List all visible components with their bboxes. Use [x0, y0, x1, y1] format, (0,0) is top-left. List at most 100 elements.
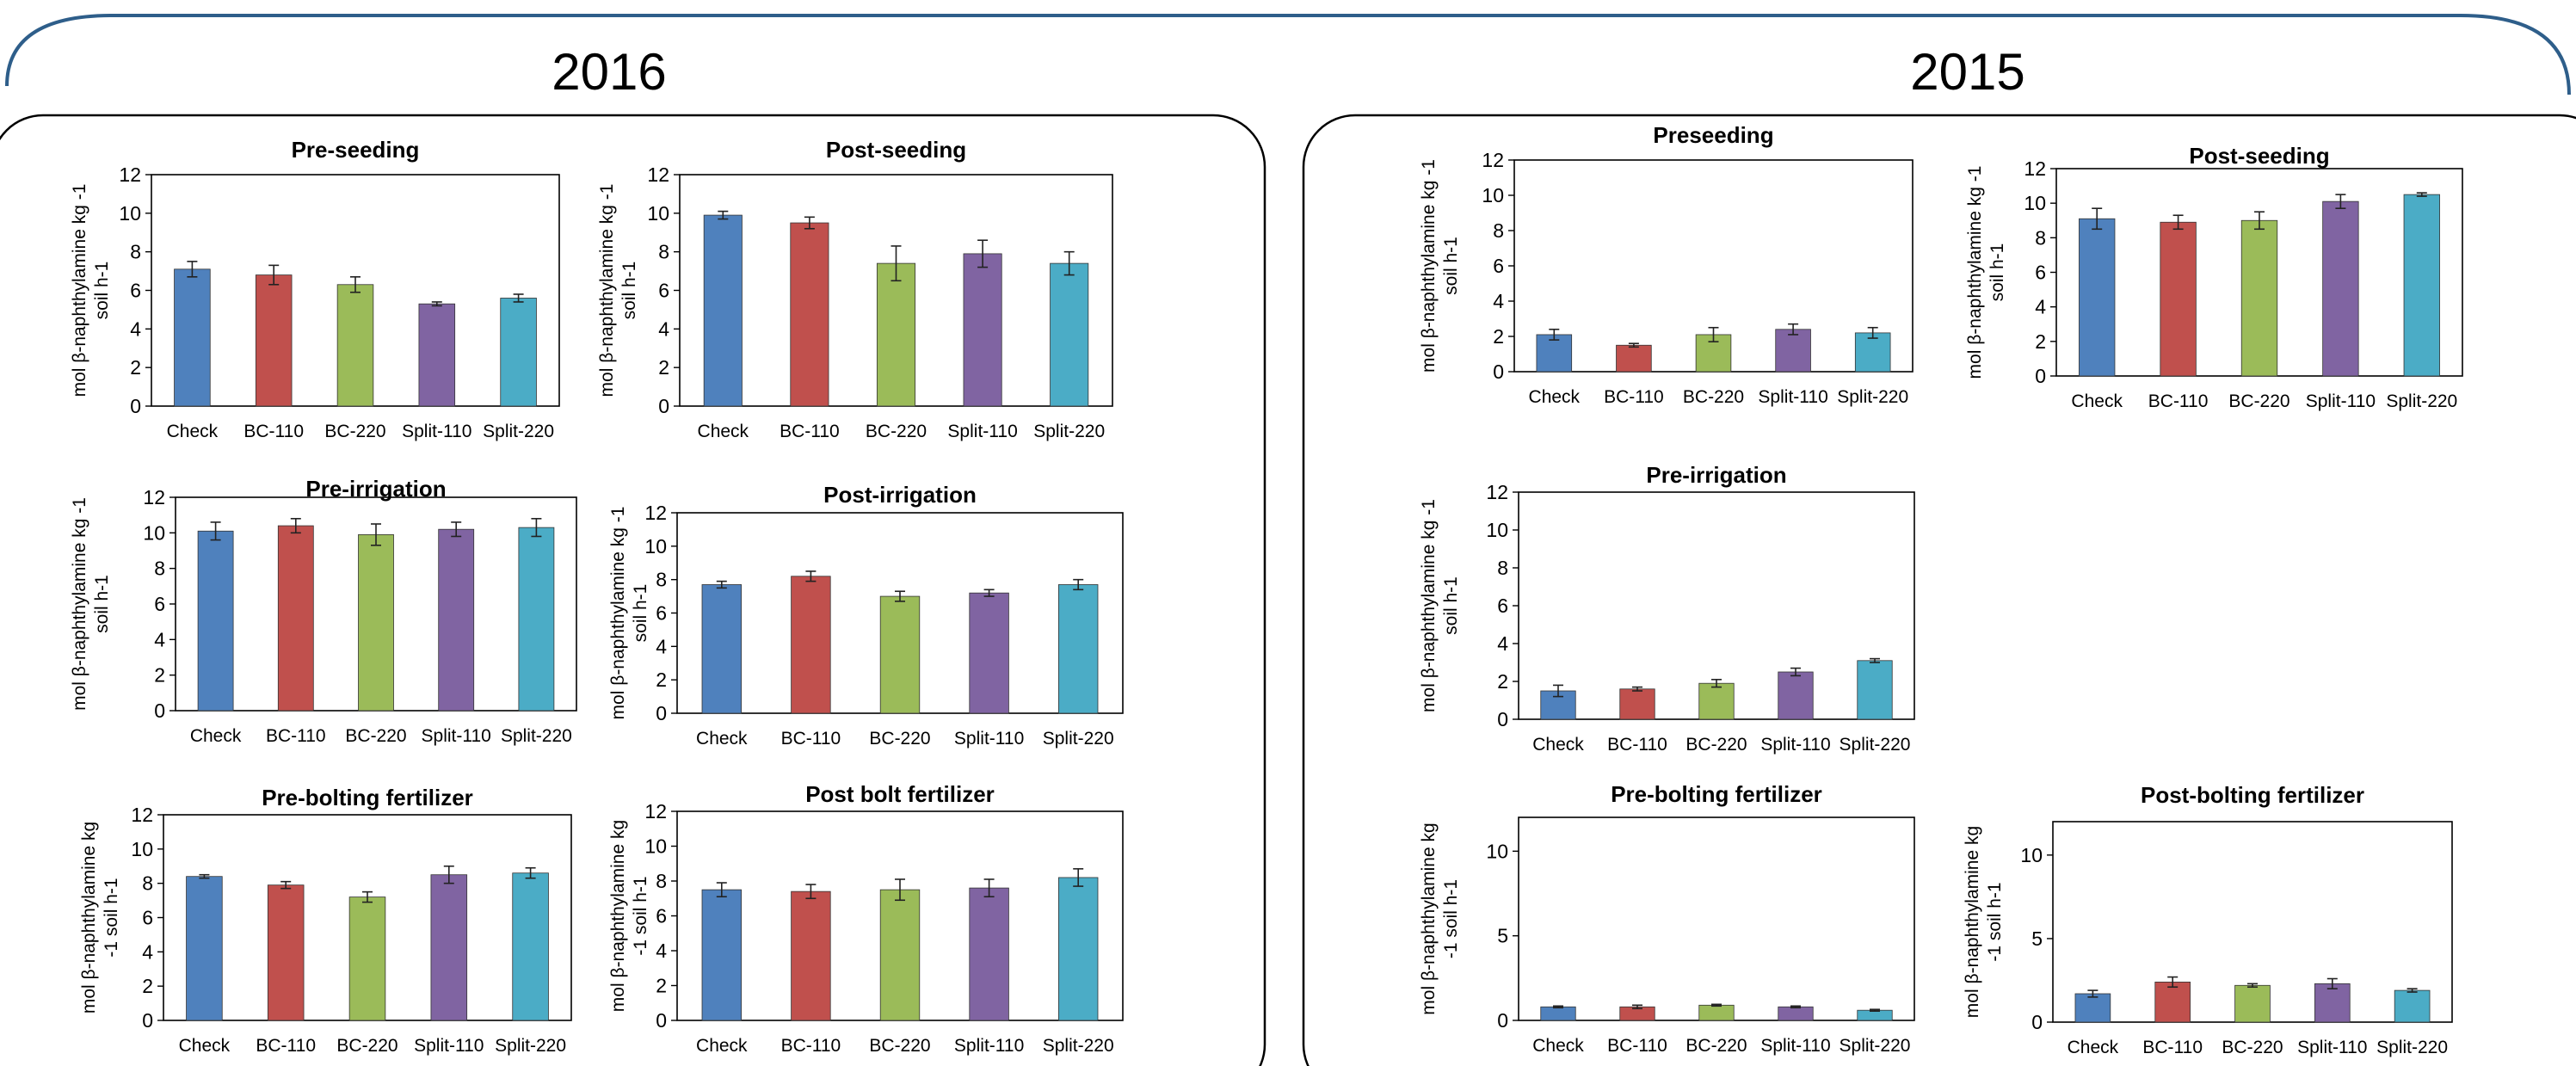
x-tick-label: BC-110: [1604, 387, 1664, 407]
y-axis-label: soil h-1: [92, 575, 112, 633]
x-tick-label: Split-220: [501, 726, 572, 746]
chart-title: Pre-irrigation: [305, 476, 446, 502]
y-tick-label: 6: [142, 907, 153, 929]
y-tick-label: 12: [1482, 149, 1504, 171]
y-tick-label: 4: [658, 317, 669, 340]
y-tick-label: 12: [119, 163, 141, 186]
x-tick-label: BC-220: [324, 422, 385, 441]
x-tick-label: Split-220: [2386, 391, 2457, 411]
x-tick-label: Split-110: [2297, 1038, 2367, 1057]
chart-title: Pre-bolting fertilizer: [1611, 781, 1822, 807]
y-tick-label: 4: [130, 317, 141, 340]
bar-check: [701, 889, 742, 1021]
bar-bc-220: [2234, 984, 2271, 1023]
y-tick-label: 10: [644, 835, 667, 858]
bar-split-110: [430, 874, 468, 1021]
x-tick-label: Check: [696, 729, 748, 749]
bar-bc-110: [2160, 221, 2197, 377]
x-tick-label: Split-110: [2306, 391, 2376, 411]
x-tick-label: Check: [1529, 387, 1581, 407]
y-tick-label: 4: [142, 940, 153, 963]
chart-7: 0 2 4 6 8 10 12 Check BC-110 BC-220 Split-110 Split…: [1419, 122, 1914, 407]
y-tick-label: 0: [658, 395, 669, 417]
y-tick-label: 4: [1497, 632, 1508, 655]
y-tick-label: 10: [644, 535, 667, 558]
bar-bc-220: [1698, 1004, 1735, 1021]
y-tick-label: 10: [119, 202, 141, 225]
x-tick-label: BC-220: [345, 726, 406, 746]
y-tick-label: 0: [1497, 1009, 1508, 1032]
y-tick-label: 8: [656, 569, 667, 591]
y-axis-label: soil h-1: [631, 584, 650, 643]
x-tick-label: Check: [698, 422, 749, 441]
bar-split-110: [2314, 983, 2351, 1023]
y-tick-label: 6: [2035, 262, 2046, 284]
chart-title: Post-bolting fertilizer: [2141, 782, 2364, 808]
y-tick-label: 10: [647, 202, 669, 225]
y-tick-label: 4: [154, 628, 165, 650]
bar-bc-110: [791, 576, 831, 714]
y-tick-label: 10: [2020, 844, 2043, 866]
chart-9: 0 2 4 6 8 10 12 Check BC-110 BC-220 Split-110 Split…: [1419, 462, 1915, 755]
bar-split-110: [2322, 200, 2359, 377]
y-tick-label: 0: [1493, 360, 1504, 383]
x-tick-label: Check: [1532, 735, 1584, 755]
y-tick-label: 6: [656, 905, 667, 927]
y-axis-label: mol β-naphthylamine kg: [608, 820, 628, 1012]
bar-check: [703, 214, 743, 407]
x-tick-label: Split-110: [954, 729, 1024, 749]
x-tick-label: Check: [696, 1036, 748, 1056]
chart-title: Preseeding: [1653, 122, 1773, 148]
panel-2015-box: [1302, 114, 2576, 1066]
x-tick-label: Check: [167, 422, 219, 441]
y-tick-label: 0: [130, 395, 141, 417]
y-axis-label: mol β-naphthylamine kg -1: [70, 497, 89, 711]
bar-check: [186, 876, 223, 1021]
y-tick-label: 10: [1486, 519, 1508, 541]
chart-title: Pre-irrigation: [1646, 462, 1786, 488]
y-tick-label: 2: [130, 356, 141, 379]
x-tick-label: Split-220: [2376, 1038, 2448, 1057]
x-tick-label: BC-220: [866, 422, 927, 441]
bar-bc-220: [879, 889, 921, 1021]
bar-split-220: [1058, 584, 1099, 714]
y-axis-label: -1 soil h-1: [631, 876, 650, 955]
x-tick-label: BC-220: [869, 1036, 930, 1056]
chart-6: 0 2 4 6 8 10 12 Check BC-110 BC-220 Split-110 Split…: [608, 781, 1124, 1056]
y-tick-label: 4: [2035, 296, 2046, 318]
y-axis-label: soil h-1: [1987, 243, 2007, 302]
x-tick-label: Check: [2068, 1038, 2119, 1057]
bar-check: [174, 268, 211, 407]
y-tick-label: 8: [2035, 226, 2046, 249]
y-tick-label: 12: [2024, 157, 2046, 180]
y-tick-label: 8: [658, 241, 669, 263]
bar-split-110: [969, 887, 1009, 1021]
bar-bc-110: [2154, 982, 2191, 1023]
y-tick-label: 0: [2031, 1011, 2043, 1033]
y-axis-label: soil h-1: [92, 262, 112, 320]
y-axis-label: mol β-naphthylamine kg -1: [608, 507, 628, 720]
bar-split-220: [1058, 877, 1099, 1021]
y-tick-label: 8: [656, 870, 667, 892]
y-tick-label: 2: [656, 669, 667, 691]
bar-bc-110: [267, 884, 305, 1021]
bar-split-110: [969, 592, 1009, 714]
bar-check: [1540, 1006, 1576, 1021]
bar-check: [197, 530, 234, 712]
y-tick-label: 12: [131, 804, 153, 826]
x-tick-label: BC-110: [1607, 1036, 1667, 1056]
bar-check: [2079, 218, 2116, 377]
x-tick-label: BC-220: [2222, 1038, 2283, 1057]
panel-2016-year: 2016: [552, 43, 666, 101]
bar-split-220: [500, 298, 537, 407]
chart-8: 0 2 4 6 8 10 12 Check BC-110 BC-220 Split-110 Split…: [1965, 143, 2463, 411]
chart-10: 0 5 10 Check BC-110 BC-220 Split-110 Split-220 P…: [1419, 781, 1915, 1056]
bar-bc-110: [790, 222, 829, 407]
y-tick-label: 12: [1486, 481, 1508, 503]
x-tick-label: Split-220: [1043, 729, 1114, 749]
y-tick-label: 2: [656, 975, 667, 997]
bar-split-220: [2394, 989, 2431, 1023]
chart-title: Pre-bolting fertilizer: [262, 785, 473, 810]
y-tick-label: 2: [142, 975, 153, 997]
